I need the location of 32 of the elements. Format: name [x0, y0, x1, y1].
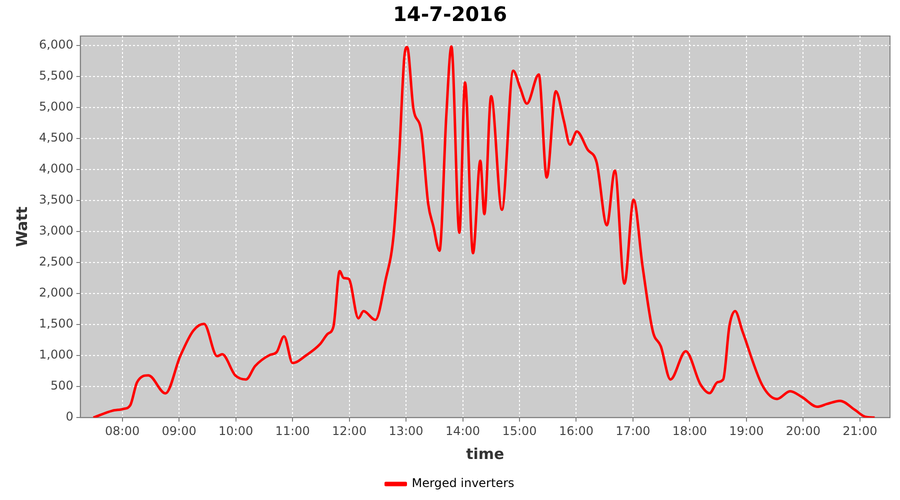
chart-title: 14-7-2016	[392, 2, 508, 26]
y-tick-label: 5,000	[38, 99, 74, 114]
y-tick-label: 2,000	[38, 286, 74, 300]
x-tick-label: 08:00	[105, 424, 140, 438]
y-tick-label: 5,500	[38, 68, 74, 82]
y-axis-title: Watt	[12, 206, 31, 248]
y-tick-label: 6,000	[38, 37, 74, 52]
x-tick-label: 14:00	[445, 424, 480, 438]
y-tick-label: 3,500	[38, 192, 74, 207]
y-tick-label: 1,500	[38, 316, 74, 331]
x-axis-title: time	[466, 444, 504, 463]
line-series	[92, 45, 876, 418]
x-tick-label: 20:00	[786, 424, 820, 438]
x-tick-label: 19:00	[729, 424, 764, 438]
y-tick-label: 4,000	[38, 162, 74, 176]
y-tick-label: 500	[50, 378, 74, 393]
x-tick-label: 09:00	[162, 424, 196, 438]
y-tick-label: 2,500	[38, 254, 74, 269]
x-tick-label: 21:00	[842, 424, 878, 438]
y-tick-label: 1,000	[38, 348, 74, 362]
x-tick-label: 10:00	[218, 424, 254, 438]
y-tick-label: 4,500	[38, 130, 74, 145]
x-tick-label: 11:00	[275, 424, 310, 438]
y-tick-label: 0	[66, 410, 74, 424]
x-tick-label: 15:00	[502, 424, 537, 438]
x-tick-label: 12:00	[332, 424, 367, 438]
x-tick-label: 13:00	[388, 424, 424, 438]
legend-label: Merged inverters	[412, 476, 514, 490]
y-tick-label: 3,000	[38, 224, 74, 238]
x-tick-label: 17:00	[616, 424, 650, 438]
x-tick-label: 16:00	[558, 424, 594, 438]
x-tick-label: 18:00	[672, 424, 708, 438]
